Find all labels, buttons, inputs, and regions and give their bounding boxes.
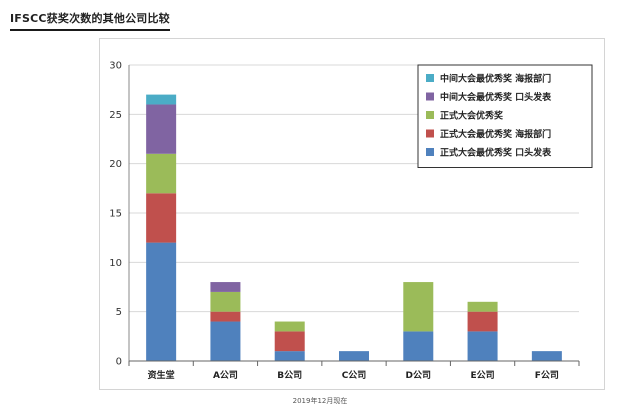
chart-footnote: 2019年12月现在 — [292, 397, 348, 405]
legend-swatch — [426, 92, 434, 101]
bar-segment — [210, 282, 241, 292]
legend-label: 正式大会最优秀奖 海报部门 — [440, 128, 551, 140]
y-tick-label: 5 — [116, 307, 122, 318]
x-category-label: B公司 — [277, 370, 302, 381]
bar-segment — [146, 153, 177, 194]
y-tick-label: 15 — [109, 209, 122, 220]
legend-swatch — [426, 74, 434, 82]
chart-frame: 0 5 10 15 20 25 30 资生堂 A公司 B公司 C公司 D公司 E公司 F公司 中间大会最优秀… — [99, 38, 605, 390]
y-tick-label: 0 — [116, 357, 122, 368]
legend-label: 中间大会最优秀奖 口头发表 — [440, 91, 552, 103]
bar-segment — [467, 311, 498, 332]
legend-label: 中间大会最优秀奖 海报部门 — [440, 73, 551, 85]
bar-segment — [146, 104, 177, 154]
y-tick-label: 20 — [109, 159, 122, 170]
bar-segment — [403, 282, 434, 332]
bar-segment — [274, 321, 305, 332]
bar-segment — [274, 331, 305, 352]
y-tick-label: 25 — [109, 110, 122, 121]
bar-segment — [403, 331, 434, 361]
bar-segment — [210, 321, 241, 361]
x-category-label: C公司 — [342, 370, 367, 381]
bar-segment — [146, 193, 177, 243]
bar-segment — [210, 311, 241, 322]
bar-segment — [531, 351, 562, 361]
legend-swatch — [426, 129, 434, 138]
x-category-label: 资生堂 — [148, 369, 175, 381]
legend-box — [417, 64, 593, 168]
y-tick-label: 30 — [109, 61, 122, 72]
y-tick-label: 10 — [109, 258, 122, 269]
bar-segment — [146, 94, 177, 105]
legend-swatch — [426, 111, 434, 119]
bar-segment — [146, 242, 177, 361]
x-category-label: E公司 — [470, 370, 494, 381]
x-category-label: F公司 — [535, 370, 559, 381]
x-category-label: D公司 — [406, 370, 431, 381]
x-category-label: A公司 — [213, 370, 238, 381]
bar-segment — [210, 291, 241, 312]
legend-swatch — [426, 148, 434, 156]
bar-segment — [467, 301, 498, 312]
stacked-bar-chart: 0 5 10 15 20 25 30 资生堂 A公司 B公司 C公司 D公司 E公司 F公司 中间大会最优秀… — [109, 61, 593, 381]
page-title: IFSCC获奖次数的其他公司比较 — [10, 10, 170, 31]
bar-segment — [339, 351, 369, 361]
bar-segment — [274, 351, 305, 361]
bar-segment — [467, 331, 498, 361]
legend-label: 正式大会最优秀奖 口头发表 — [440, 147, 552, 159]
legend-label: 正式大会优秀奖 — [440, 110, 504, 122]
